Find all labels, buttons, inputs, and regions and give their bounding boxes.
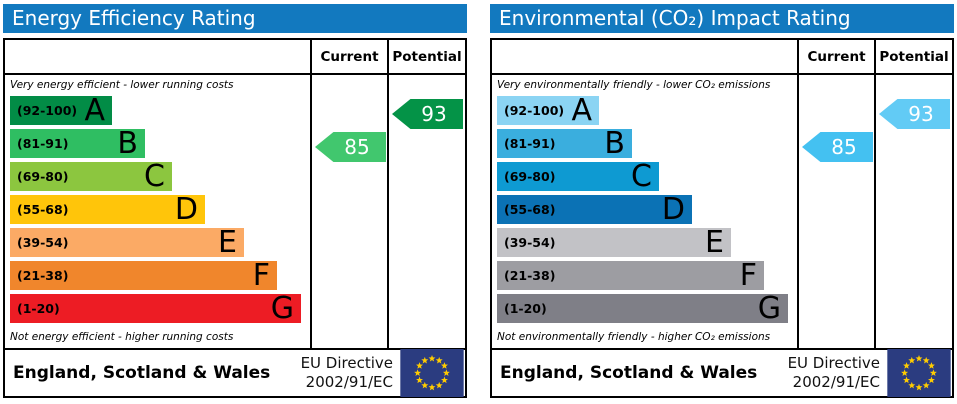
energy-band-d: (55-68) D: [10, 192, 205, 227]
energy-bands-area: Very energy efficient - lower running co…: [5, 75, 310, 348]
eu-directive-label: EU Directive 2002/91/EC: [301, 354, 399, 392]
eu-directive-line2: 2002/91/EC: [792, 373, 880, 391]
energy-chart-footer: England, Scotland & Wales EU Directive 2…: [5, 348, 465, 397]
co2-bands-area: Very environmentally friendly - lower CO…: [492, 75, 797, 348]
band-letter: A: [84, 93, 105, 128]
band-letter: G: [757, 291, 781, 326]
band-letter: E: [705, 225, 724, 260]
energy-band-g: (1-20) G: [10, 291, 301, 326]
co2-current-value: 85: [831, 135, 857, 159]
co2-chart-title: Environmental (CO₂) Impact Rating: [490, 4, 954, 33]
region-label: England, Scotland & Wales: [13, 363, 271, 383]
co2-band-e: (39-54) E: [497, 225, 731, 260]
band-letter: B: [604, 126, 625, 161]
band-letter: B: [117, 126, 138, 161]
energy-potential-rating-arrow: 93: [392, 99, 463, 129]
co2-chart-footer: England, Scotland & Wales EU Directive 2…: [492, 348, 952, 397]
energy-band-a: (92-100) A: [10, 93, 112, 128]
co2-potential-column: 93: [874, 75, 952, 348]
band-range-label: (81-91): [17, 136, 69, 151]
co2-chart-table: Current Potential Very environmentally f…: [490, 38, 954, 398]
band-letter: G: [270, 291, 294, 326]
band-letter: F: [252, 258, 270, 293]
co2-top-note: Very environmentally friendly - lower CO…: [497, 79, 771, 91]
co2-band-c: (69-80) C: [497, 159, 659, 194]
eu-flag-icon: [400, 349, 464, 397]
co2-band-b: (81-91) B: [497, 126, 632, 161]
band-range-label: (39-54): [504, 235, 556, 250]
eu-directive-label: EU Directive 2002/91/EC: [788, 354, 886, 392]
energy-top-note: Very energy efficient - lower running co…: [10, 79, 234, 91]
band-range-label: (81-91): [504, 136, 556, 151]
band-range-label: (21-38): [17, 268, 69, 283]
energy-band-b: (81-91) B: [10, 126, 145, 161]
energy-current-value: 85: [344, 135, 370, 159]
energy-current-rating-arrow: 85: [315, 132, 386, 162]
co2-current-column: 85: [797, 75, 874, 348]
band-range-label: (92-100): [17, 103, 78, 118]
co2-band-d: (55-68) D: [497, 192, 692, 227]
band-range-label: (1-20): [504, 301, 547, 316]
co2-header-spacer: [492, 40, 797, 75]
co2-current-column-header: Current: [797, 40, 874, 75]
region-label: England, Scotland & Wales: [500, 363, 758, 383]
eu-directive-line1: EU Directive: [787, 354, 880, 373]
co2-potential-rating-arrow: 93: [879, 99, 950, 129]
energy-current-column: 85: [310, 75, 387, 348]
band-letter: F: [739, 258, 757, 293]
energy-bottom-note: Not energy efficient - higher running co…: [10, 331, 234, 343]
co2-band-a: (92-100) A: [497, 93, 599, 128]
band-range-label: (39-54): [17, 235, 69, 250]
eu-directive-line2: 2002/91/EC: [305, 373, 393, 391]
co2-band-f: (21-38) F: [497, 258, 764, 293]
band-range-label: (55-68): [504, 202, 556, 217]
co2-rating-chart: Environmental (CO₂) Impact Rating Curren…: [490, 4, 954, 398]
energy-potential-value: 93: [421, 102, 447, 126]
energy-chart-table: Current Potential Very energy efficient …: [3, 38, 467, 398]
band-letter: D: [174, 192, 198, 227]
energy-potential-column: 93: [387, 75, 465, 348]
band-range-label: (21-38): [504, 268, 556, 283]
co2-bottom-note: Not environmentally friendly - higher CO…: [497, 331, 771, 343]
band-range-label: (69-80): [504, 169, 556, 184]
energy-band-c: (69-80) C: [10, 159, 172, 194]
eu-flag-icon: [887, 349, 951, 397]
energy-chart-title: Energy Efficiency Rating: [3, 4, 467, 33]
co2-current-rating-arrow: 85: [802, 132, 873, 162]
band-letter: C: [631, 159, 652, 194]
band-range-label: (55-68): [17, 202, 69, 217]
co2-potential-column-header: Potential: [874, 40, 952, 75]
co2-band-g: (1-20) G: [497, 291, 788, 326]
band-letter: E: [218, 225, 237, 260]
band-range-label: (69-80): [17, 169, 69, 184]
eu-directive-line1: EU Directive: [300, 354, 393, 373]
energy-band-e: (39-54) E: [10, 225, 244, 260]
energy-header-spacer: [5, 40, 310, 75]
energy-potential-column-header: Potential: [387, 40, 465, 75]
energy-band-f: (21-38) F: [10, 258, 277, 293]
band-range-label: (92-100): [504, 103, 565, 118]
band-letter: A: [571, 93, 592, 128]
band-letter: D: [661, 192, 685, 227]
energy-rating-chart: Energy Efficiency Rating Current Potenti…: [3, 4, 467, 398]
energy-current-column-header: Current: [310, 40, 387, 75]
band-letter: C: [144, 159, 165, 194]
co2-potential-value: 93: [908, 102, 934, 126]
band-range-label: (1-20): [17, 301, 60, 316]
